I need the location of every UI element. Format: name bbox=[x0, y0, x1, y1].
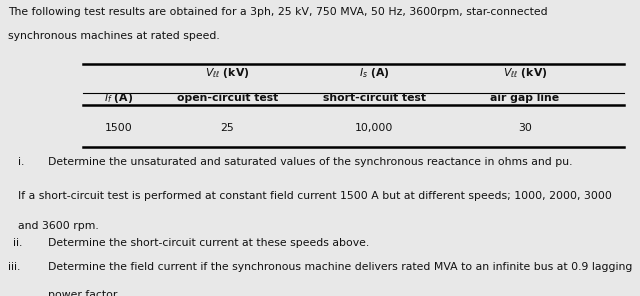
Text: open-circuit test: open-circuit test bbox=[177, 93, 278, 103]
Text: Determine the unsaturated and saturated values of the synchronous reactance in o: Determine the unsaturated and saturated … bbox=[48, 157, 573, 168]
Text: Determine the field current if the synchronous machine delivers rated MVA to an : Determine the field current if the synch… bbox=[48, 262, 632, 272]
Text: short-circuit test: short-circuit test bbox=[323, 93, 426, 103]
Text: If a short-circuit test is performed at constant field current 1500 A but at dif: If a short-circuit test is performed at … bbox=[18, 191, 612, 201]
Text: and 3600 rpm.: and 3600 rpm. bbox=[18, 221, 99, 231]
Text: synchronous machines at rated speed.: synchronous machines at rated speed. bbox=[8, 31, 220, 41]
Text: $V_{\ell\ell}$ (kV): $V_{\ell\ell}$ (kV) bbox=[502, 65, 547, 80]
Text: $V_{\ell\ell}$ (kV): $V_{\ell\ell}$ (kV) bbox=[205, 65, 250, 80]
Text: 1500: 1500 bbox=[104, 123, 132, 133]
Text: iii.: iii. bbox=[8, 262, 20, 272]
Text: 25: 25 bbox=[220, 123, 234, 133]
Text: 10,000: 10,000 bbox=[355, 123, 394, 133]
Text: i.: i. bbox=[18, 157, 24, 168]
Text: power factor.: power factor. bbox=[48, 290, 120, 296]
Text: The following test results are obtained for a 3ph, 25 kV, 750 MVA, 50 Hz, 3600rp: The following test results are obtained … bbox=[8, 7, 547, 17]
Text: air gap line: air gap line bbox=[490, 93, 559, 103]
Text: $I_s$ (A): $I_s$ (A) bbox=[359, 65, 390, 80]
Text: Determine the short-circuit current at these speeds above.: Determine the short-circuit current at t… bbox=[48, 238, 369, 248]
Text: ii.: ii. bbox=[13, 238, 22, 248]
Text: 30: 30 bbox=[518, 123, 532, 133]
Text: $I_f$ (A): $I_f$ (A) bbox=[104, 91, 133, 105]
